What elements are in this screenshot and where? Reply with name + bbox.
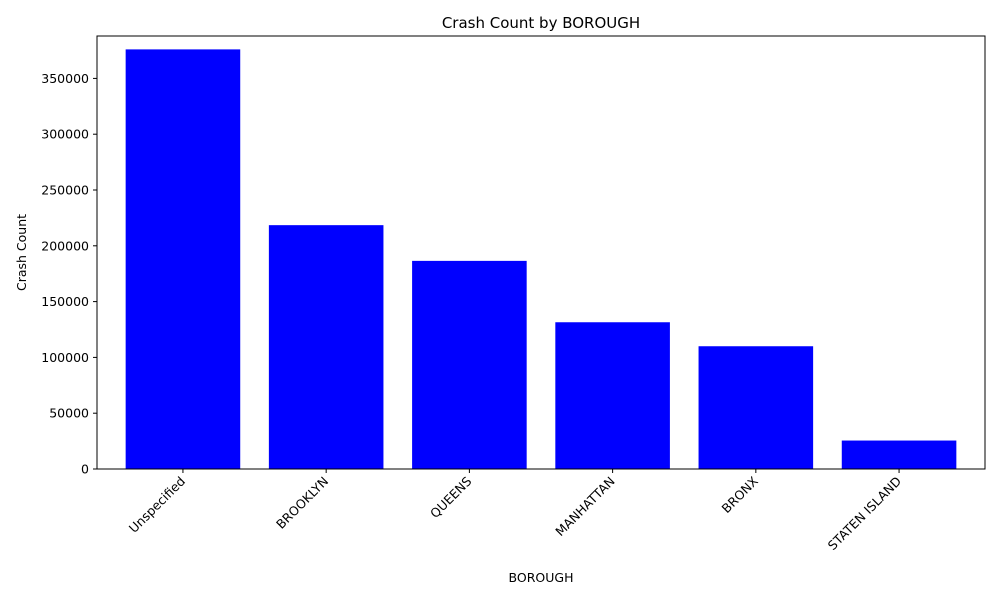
x-axis: Unspecified BROOKLYN QUEENS MANHATTAN BRONX S… — [126, 469, 904, 553]
y-tick-label: 0 — [81, 462, 89, 477]
y-tick-label: 250000 — [41, 183, 89, 198]
x-tick-label: Unspecified — [126, 474, 188, 536]
x-axis-label: BOROUGH — [509, 570, 574, 585]
bar-brooklyn — [268, 225, 384, 469]
x-tick-label: STATEN ISLAND — [825, 474, 905, 554]
bar-staten-island — [841, 440, 957, 469]
x-tick-label: BRONX — [719, 473, 762, 516]
bar-queens — [412, 260, 527, 469]
y-tick-label: 300000 — [41, 127, 89, 142]
x-tick-label: QUEENS — [427, 473, 474, 520]
bar-bronx — [698, 346, 814, 469]
x-tick-label: BROOKLYN — [273, 474, 331, 532]
chart-title: Crash Count by BOROUGH — [442, 14, 640, 32]
y-axis-label: Crash Count — [14, 214, 29, 291]
y-tick-label: 50000 — [49, 406, 89, 421]
bars-group — [125, 49, 957, 469]
y-tick-label: 200000 — [41, 238, 89, 253]
bar-manhattan — [555, 322, 670, 469]
y-tick-label: 350000 — [41, 71, 89, 86]
x-tick-label: MANHATTAN — [552, 474, 618, 540]
plot-frame — [96, 35, 986, 470]
bar-unspecified — [125, 49, 241, 469]
y-tick-label: 150000 — [41, 294, 89, 309]
y-axis: 0 50000 100000 150000 200000 250000 300000 3500… — [41, 71, 97, 477]
y-tick-label: 100000 — [41, 350, 89, 365]
